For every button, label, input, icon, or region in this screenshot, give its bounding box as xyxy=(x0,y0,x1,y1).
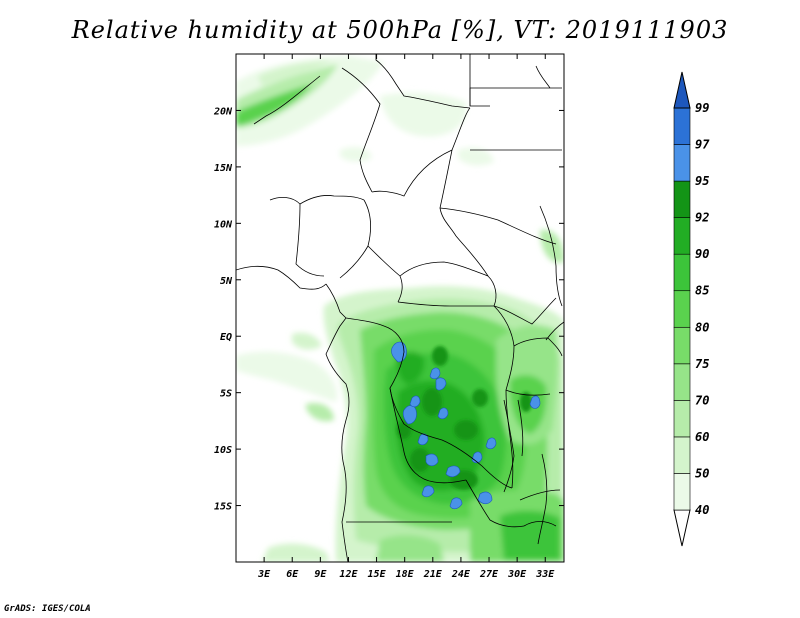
colorbar-label: 99 xyxy=(695,101,709,115)
colorbar-swatch xyxy=(673,473,691,511)
colorbar-bottom-triangle xyxy=(673,509,691,547)
map-title: Relative humidity at 500hPa [%], VT: 201… xyxy=(71,16,729,44)
colorbar-swatch xyxy=(673,363,691,401)
map-frame xyxy=(235,53,565,563)
lon-tick-label: 3E xyxy=(257,569,271,580)
colorbar-swatch xyxy=(673,253,691,292)
lat-tick-label: 15S xyxy=(214,502,232,513)
latitude-axis: 20N 15N 10N 5N EQ 5S 10S 15S xyxy=(213,106,564,513)
lon-tick-label: 6E xyxy=(286,569,299,580)
colorbar-swatch xyxy=(673,400,691,438)
humidity-field xyxy=(236,56,564,562)
colorbar-swatch xyxy=(673,180,691,218)
colorbar-swatch xyxy=(673,436,691,474)
lon-tick-label: 33E xyxy=(535,569,555,580)
lon-tick-label: 30E xyxy=(507,569,527,580)
colorbar-label: 90 xyxy=(695,247,709,261)
lat-tick-label: EQ xyxy=(220,332,232,343)
lat-tick-label: 5S xyxy=(220,389,232,400)
lat-tick-label: 5N xyxy=(220,276,233,287)
lon-tick-label: 12E xyxy=(339,569,358,580)
colorbar-label: 40 xyxy=(695,503,709,517)
lon-tick-label: 9E xyxy=(314,569,327,580)
lon-tick-label: 24E xyxy=(451,569,471,580)
lon-tick-label: 18E xyxy=(396,569,415,580)
colorbar-label: 70 xyxy=(695,393,709,407)
colorbar-swatch xyxy=(673,290,691,328)
grads-credit: GrADS: IGES/COLA xyxy=(4,604,91,614)
lat-tick-label: 10N xyxy=(214,219,233,230)
colorbar-label: 92 xyxy=(695,211,709,225)
colorbar-label: 85 xyxy=(695,284,709,298)
colorbar: 40 50 60 70 75 80 85 90 92 95 97 99 xyxy=(673,71,710,547)
colorbar-swatch xyxy=(673,217,691,255)
colorbar-label: 80 xyxy=(695,320,709,334)
colorbar-swatch xyxy=(673,144,691,182)
colorbar-top-triangle xyxy=(673,71,691,109)
lon-tick-label: 21E xyxy=(423,569,443,580)
lon-tick-label: 27E xyxy=(479,569,499,580)
colorbar-label: 75 xyxy=(695,357,709,371)
longitude-axis: 3E 6E 9E 12E 15E 18E 21E 24E 27E 30E 33E xyxy=(257,54,555,580)
lon-tick-label: 15E xyxy=(368,569,387,580)
lat-tick-label: 20N xyxy=(213,106,233,117)
lat-tick-label: 10S xyxy=(214,445,232,456)
colorbar-label: 50 xyxy=(695,466,709,480)
colorbar-swatch xyxy=(673,326,691,365)
country-borders xyxy=(236,54,564,562)
lat-tick-label: 15N xyxy=(214,163,233,174)
colorbar-label: 60 xyxy=(695,430,709,444)
colorbar-label: 95 xyxy=(695,174,709,188)
colorbar-label: 97 xyxy=(695,138,710,152)
colorbar-swatch xyxy=(673,107,691,145)
